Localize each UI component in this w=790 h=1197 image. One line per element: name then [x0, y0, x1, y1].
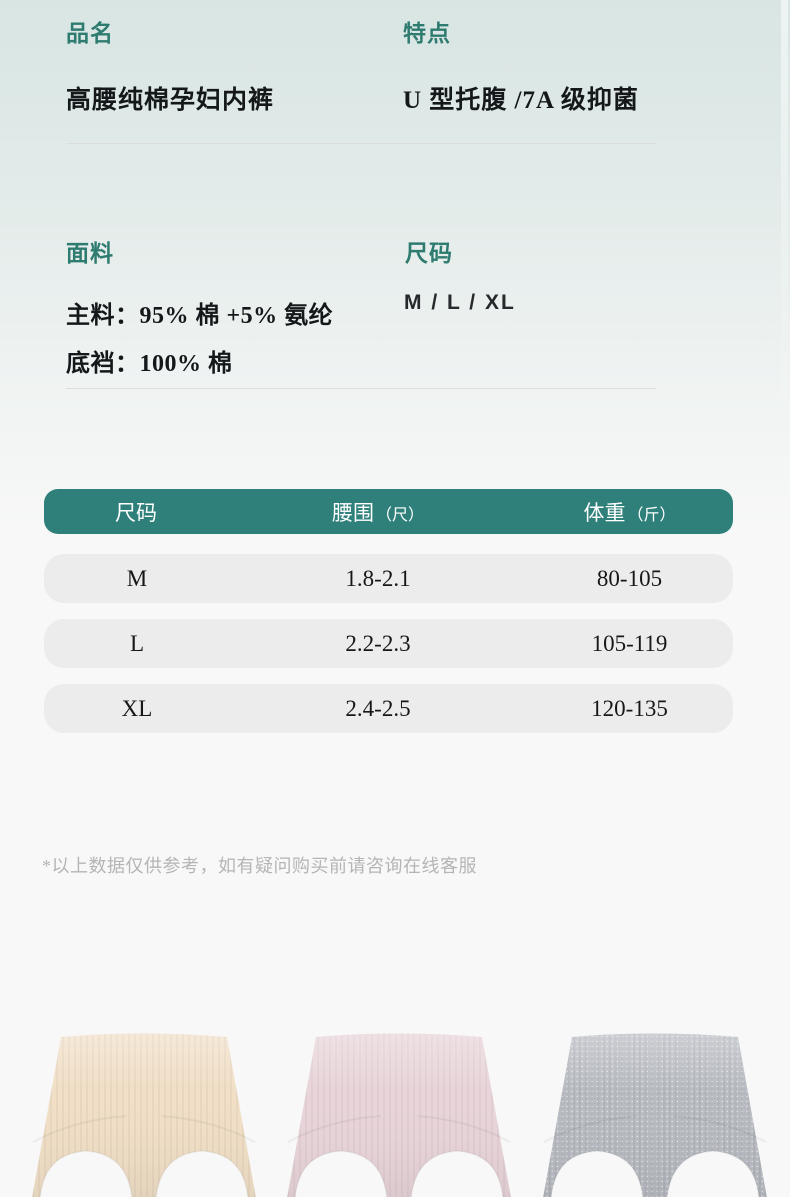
cell-weight: 105-119: [591, 630, 668, 656]
pink-underwear-image: [287, 1033, 511, 1197]
right-edge-highlight: [781, 0, 788, 430]
product-gallery: [0, 1030, 790, 1197]
product-image-beige: [30, 1030, 258, 1197]
fabric-label: 面料: [66, 241, 114, 266]
col-header-unit: （尺）: [375, 506, 424, 524]
col-header-waist: 腰围 （尺）: [230, 497, 526, 527]
section-divider: [66, 388, 656, 389]
cell-weight: 80-105: [596, 565, 663, 591]
cell-waist: 1.8-2.1: [345, 565, 411, 591]
cell-waist: 2.2-2.3: [345, 630, 411, 656]
size-chart-header: 尺码 腰围 （尺） 体重 （斤）: [44, 489, 733, 534]
product-image-pink: [285, 1030, 513, 1197]
disclaimer-note: *以上数据仅供参考，如有疑问购买前请咨询在线客服: [42, 856, 477, 876]
product-name-value: 高腰纯棉孕妇内裤: [66, 87, 275, 114]
col-header-weight: 体重 （斤）: [526, 497, 733, 527]
cell-size: M: [126, 565, 148, 591]
size-options: M / L / XL: [404, 291, 516, 314]
product-feature-value: U 型托腹 /7A 级抑菌: [403, 87, 639, 114]
fabric-gusset-line: 底裆：100% 棉: [66, 351, 233, 377]
product-feature-label: 特点: [403, 21, 451, 46]
col-header-unit: （斤）: [627, 506, 676, 524]
table-row: M 1.8-2.1 80-105: [44, 554, 733, 603]
size-chart-table: 尺码 腰围 （尺） 体重 （斤） M 1.8-2.1 80-105 L 2.2-2.…: [44, 489, 733, 733]
cell-waist: 2.4-2.5: [345, 695, 411, 721]
table-row: XL 2.4-2.5 120-135: [44, 684, 733, 733]
col-header-label: 尺码: [115, 500, 157, 525]
table-row: L 2.2-2.3 105-119: [44, 619, 733, 668]
size-label: 尺码: [405, 241, 453, 266]
cell-size: XL: [121, 695, 153, 721]
product-name-label: 品名: [66, 21, 114, 46]
fabric-main-line: 主料：95% 棉 +5% 氨纶: [66, 303, 334, 329]
col-header-size: 尺码: [44, 497, 230, 527]
cell-weight: 120-135: [591, 695, 668, 721]
product-image-gray: [541, 1030, 769, 1197]
beige-underwear-image: [32, 1033, 256, 1197]
col-header-label: 体重: [583, 500, 626, 525]
section-divider: [66, 143, 656, 144]
col-header-label: 腰围: [331, 500, 374, 525]
gray-underwear-image: [543, 1033, 767, 1197]
cell-size: L: [129, 630, 145, 656]
